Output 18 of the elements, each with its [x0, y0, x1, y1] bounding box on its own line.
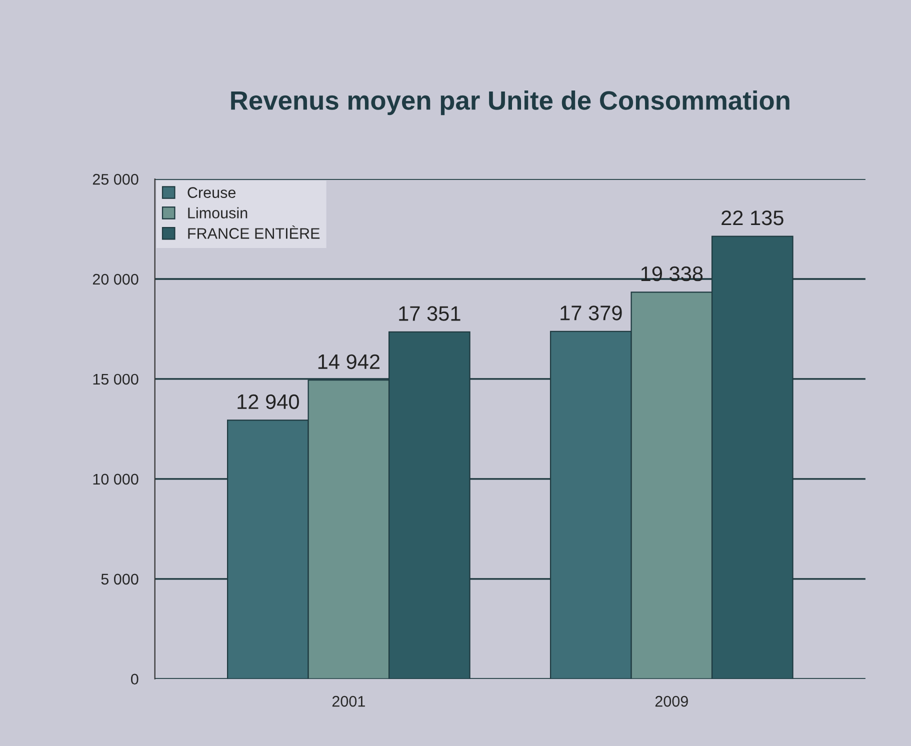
- x-tick-label: 2001: [332, 696, 365, 707]
- y-tick-label: 10 000: [93, 474, 138, 485]
- legend-label: FRANCE ENTIÈRE: [188, 225, 320, 239]
- x-tick-label: 2009: [655, 696, 688, 707]
- data-label: 17 379: [560, 306, 622, 320]
- data-label: 14 942: [318, 354, 380, 370]
- chart-title: Revenus moyen par Unite de Consommation: [231, 90, 790, 116]
- data-label: 22 135: [722, 210, 784, 226]
- y-tick-label: 25 000: [92, 174, 138, 185]
- data-label: 19 338: [641, 266, 703, 282]
- y-tick-label: 5 000: [101, 574, 138, 585]
- legend-label: Creuse: [188, 187, 236, 198]
- y-tick-label: 0: [131, 674, 138, 685]
- legend-label: Limousin: [188, 207, 248, 218]
- data-label: 17 351: [399, 306, 460, 321]
- y-tick-label: 20 000: [92, 274, 138, 285]
- y-tick-label: 15 000: [93, 374, 138, 385]
- data-label: 12 940: [238, 394, 299, 410]
